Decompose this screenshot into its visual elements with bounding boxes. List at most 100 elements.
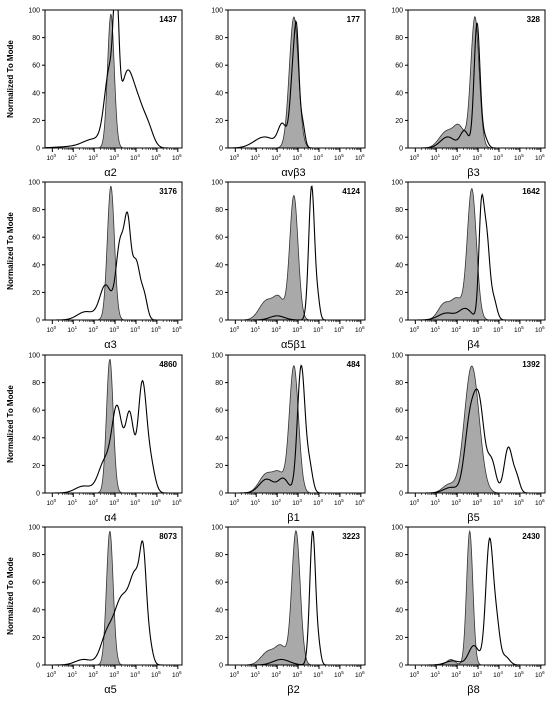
histogram-panel: 0 20 40 60 80 100 100 101 102 103 104 105 106 1437 α2 N… <box>6 8 183 179</box>
y-tick-label: 0 <box>36 146 40 153</box>
x-tick-label: 101 <box>250 498 260 507</box>
plot-frame <box>227 526 366 666</box>
y-tick-label: 100 <box>211 525 223 532</box>
mfi-value: 2430 <box>522 532 540 541</box>
x-tick-label: 102 <box>271 670 281 679</box>
plot-frame <box>227 354 366 494</box>
x-tick-label: 100 <box>229 325 239 334</box>
panel-label: αvβ3 <box>281 167 305 179</box>
x-tick-label: 103 <box>472 325 482 334</box>
y-tick-label: 0 <box>219 146 223 153</box>
x-tick-label: 101 <box>67 325 77 334</box>
histogram-panel: 0 20 40 60 80 100 100 101 102 103 104 105 106 484 β1 <box>211 353 366 524</box>
mfi-value: 4124 <box>342 187 360 196</box>
x-tick-label: 106 <box>535 670 545 679</box>
y-tick-label: 20 <box>32 463 40 470</box>
mfi-value: 328 <box>527 15 541 24</box>
y-tick-label: 100 <box>28 353 40 360</box>
y-tick-label: 60 <box>215 63 223 70</box>
control-histogram <box>228 529 365 666</box>
x-tick-label: 105 <box>514 153 524 162</box>
plot-frame <box>407 181 546 321</box>
histogram-panel: 0 20 40 60 80 100 100 101 102 103 104 105 106 4124 α5β… <box>211 180 366 351</box>
x-tick-label: 100 <box>409 498 419 507</box>
x-tick-label: 103 <box>109 325 119 334</box>
y-tick-label: 100 <box>211 353 223 360</box>
y-tick-label: 20 <box>395 118 403 125</box>
x-tick-label: 103 <box>472 153 482 162</box>
x-tick-label: 104 <box>130 325 140 334</box>
plot-frame <box>227 181 366 321</box>
y-axis-label: Normalized To Mode <box>6 385 15 463</box>
mfi-value: 1437 <box>159 15 177 24</box>
mfi-value: 484 <box>347 360 361 369</box>
mfi-value: 4860 <box>159 360 177 369</box>
y-tick-label: 0 <box>399 491 403 498</box>
x-tick-label: 100 <box>229 498 239 507</box>
plot-frame <box>44 526 183 666</box>
y-tick-label: 40 <box>32 607 40 614</box>
x-tick-label: 100 <box>46 325 56 334</box>
x-tick-label: 104 <box>493 498 503 507</box>
y-tick-label: 60 <box>32 63 40 70</box>
x-tick-label: 102 <box>451 670 461 679</box>
x-tick-label: 105 <box>514 670 524 679</box>
x-tick-label: 106 <box>355 325 365 334</box>
histogram-panel: 0 20 40 60 80 100 100 101 102 103 104 105 106 1392 β5 <box>391 353 546 524</box>
x-tick-label: 106 <box>535 153 545 162</box>
y-tick-label: 60 <box>215 235 223 242</box>
y-tick-label: 40 <box>215 262 223 269</box>
y-tick-label: 0 <box>399 318 403 325</box>
x-tick-label: 106 <box>355 153 365 162</box>
x-tick-label: 101 <box>250 153 260 162</box>
y-tick-label: 60 <box>32 580 40 587</box>
y-axis-label: Normalized To Mode <box>6 40 15 118</box>
mfi-value: 177 <box>347 15 361 24</box>
x-tick-label: 101 <box>67 498 77 507</box>
x-tick-label: 103 <box>292 498 302 507</box>
y-tick-label: 0 <box>36 318 40 325</box>
control-histogram <box>408 365 545 494</box>
y-tick-label: 20 <box>32 118 40 125</box>
x-tick-label: 100 <box>229 153 239 162</box>
plot-frame <box>44 9 183 149</box>
histogram-panel: 0 20 40 60 80 100 100 101 102 103 104 105 106 2430 β8 <box>391 525 546 696</box>
y-tick-label: 80 <box>395 207 403 214</box>
y-tick-label: 20 <box>215 118 223 125</box>
y-tick-label: 80 <box>32 35 40 42</box>
histogram-panel: 0 20 40 60 80 100 100 101 102 103 104 105 106 328 β3 <box>391 8 546 179</box>
x-tick-label: 100 <box>46 670 56 679</box>
y-tick-label: 80 <box>32 380 40 387</box>
x-tick-label: 101 <box>430 153 440 162</box>
control-histogram <box>228 16 365 149</box>
x-tick-label: 104 <box>313 670 323 679</box>
x-tick-label: 106 <box>172 498 182 507</box>
y-tick-label: 100 <box>391 8 403 15</box>
y-tick-label: 60 <box>395 235 403 242</box>
x-tick-label: 104 <box>493 670 503 679</box>
x-tick-label: 103 <box>472 498 482 507</box>
sample-histogram <box>408 537 545 666</box>
x-tick-label: 105 <box>334 670 344 679</box>
x-tick-label: 103 <box>292 325 302 334</box>
x-tick-label: 105 <box>151 498 161 507</box>
panel-label: β3 <box>467 167 479 179</box>
y-tick-label: 80 <box>215 35 223 42</box>
panel-label: α5β1 <box>281 339 306 351</box>
x-tick-label: 105 <box>151 325 161 334</box>
x-tick-label: 106 <box>172 670 182 679</box>
sample-histogram <box>45 379 182 494</box>
x-tick-label: 104 <box>493 325 503 334</box>
x-tick-label: 103 <box>292 153 302 162</box>
plot-frame <box>407 9 546 149</box>
mfi-value: 3223 <box>342 532 360 541</box>
histogram-panel: 0 20 40 60 80 100 100 101 102 103 104 105 106 177 αvβ3 <box>211 8 366 179</box>
x-tick-label: 101 <box>430 325 440 334</box>
x-tick-label: 101 <box>67 153 77 162</box>
x-tick-label: 105 <box>334 325 344 334</box>
x-tick-label: 106 <box>355 498 365 507</box>
histogram-panel: 0 20 40 60 80 100 100 101 102 103 104 105 106 8073 α5 N… <box>6 525 183 696</box>
x-tick-label: 105 <box>334 498 344 507</box>
y-tick-label: 0 <box>219 491 223 498</box>
